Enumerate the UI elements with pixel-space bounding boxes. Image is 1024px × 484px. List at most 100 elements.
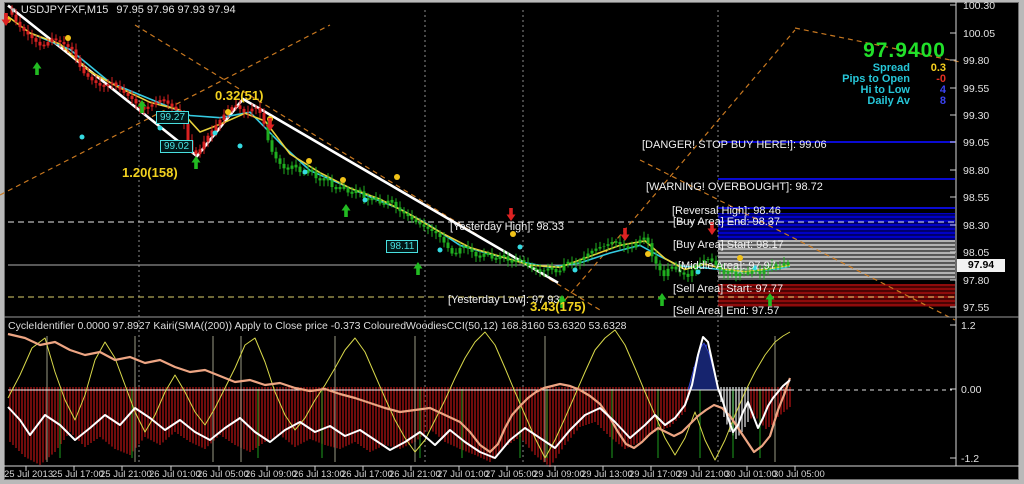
chart-annotation: [Middle Area]: 97.97	[678, 260, 776, 272]
time-axis-label: 26 Jul 01:00	[149, 469, 201, 480]
indicator-header: CycleIdentifier 0.0000 97.8927 Kairi(SMA…	[8, 320, 627, 332]
info-row-hi-to-low: Hi to Low 4	[842, 84, 947, 96]
buy-arrow-icon	[765, 293, 775, 306]
y-axis-tick-label: 98.30	[963, 220, 990, 232]
sell-area-zone	[718, 284, 955, 307]
time-axis-label: 29 Jul 21:00	[677, 469, 729, 480]
time-axis-label: 26 Jul 13:00	[293, 469, 345, 480]
buy-arrow-icon	[32, 62, 42, 75]
y-axis-tick-label: 98.80	[963, 165, 990, 177]
buy-arrow-icon	[341, 204, 351, 217]
time-axis-label: 26 Jul 09:00	[245, 469, 297, 480]
y-axis-tick-label: 98.05	[963, 247, 990, 259]
signal-dot-cyan	[437, 247, 443, 253]
signal-dot-yellow	[65, 35, 71, 41]
signal-dot-cyan	[517, 244, 523, 250]
sell-arrow-icon	[1, 13, 11, 26]
signal-dot-cyan	[79, 134, 85, 140]
sell-arrow-icon	[620, 228, 630, 241]
info-row-spread: Spread 0.3	[842, 62, 946, 74]
chart-annotation: [Yesterday High]: 98.33	[450, 221, 564, 233]
pip-distance-label: 3.43(175)	[530, 299, 586, 314]
chart-annotation: [Yesterday Low]: 97.93	[448, 294, 560, 306]
indicator-scale-label: -1.2	[961, 453, 980, 465]
time-axis-label: 27 Jul 01:00	[437, 469, 489, 480]
info-row-value: 0.3	[930, 62, 946, 74]
signal-dot-cyan	[302, 169, 308, 175]
signal-dot-cyan	[695, 269, 701, 275]
y-axis-tick-label: 99.55	[963, 83, 990, 95]
time-axis-label: 25 Jul 21:00	[100, 469, 152, 480]
signal-dot-yellow	[306, 158, 312, 164]
signal-dot-yellow	[394, 174, 400, 180]
indicator-scale-label: 1.2	[961, 320, 976, 332]
chart-menu-icon[interactable]: ▼	[9, 6, 17, 15]
info-row-daily-av: Daily Av 8	[842, 95, 946, 107]
info-row-label: Daily Av	[867, 95, 910, 107]
current-price-display: 97.9400	[863, 39, 946, 62]
price-tag-label: 99.02	[160, 140, 194, 153]
price-tag-label: 98.11	[386, 240, 419, 253]
buy-arrow-icon	[557, 295, 567, 308]
info-row-pips-to-open: Pips to Open -0	[842, 73, 946, 85]
buy-arrow-icon	[413, 262, 423, 275]
signal-dot-yellow	[510, 231, 516, 237]
time-axis-label: 29 Jul 13:00	[581, 469, 633, 480]
y-axis-tick-label: 99.80	[963, 55, 990, 67]
buy-arrow-icon	[137, 100, 147, 113]
info-row-value: 4	[939, 84, 946, 96]
pip-distance-label: 0.32(51)	[215, 88, 264, 103]
chart-annotation: [Sell Area] Start: 97.77	[673, 283, 784, 295]
info-row-label: Spread	[872, 62, 910, 74]
price-bars	[10, 5, 790, 283]
chart-annotation: [Buy Area] Start: 98.17	[673, 239, 784, 251]
time-axis-label: 26 Jul 21:00	[389, 469, 441, 480]
signal-dot-cyan	[212, 130, 218, 136]
y-axis-tick-label: 97.80	[963, 275, 990, 287]
buy-arrow-icon	[657, 293, 667, 306]
time-axis-label: 29 Jul 09:00	[533, 469, 585, 480]
buy-arrow-icon	[191, 156, 201, 169]
y-axis-tick-label: 100.30	[963, 0, 996, 12]
signal-dot-cyan	[572, 267, 578, 273]
info-row-label: Pips to Open	[842, 73, 910, 85]
signal-dot-yellow	[737, 255, 743, 261]
chart-title: ▼ USDJPYFXF,M15 97.95 97.96 97.93 97.94	[9, 4, 236, 16]
cci-histogram	[9, 344, 791, 467]
time-axis-label: 26 Jul 05:00	[197, 469, 249, 480]
current-price-tag: 97.94	[957, 259, 1005, 272]
signal-dot-yellow	[645, 251, 651, 257]
time-axis-label: 25 Jul 17:00	[52, 469, 104, 480]
info-row-value: 8	[939, 95, 946, 107]
signal-dot-cyan	[752, 265, 758, 271]
chart-annotation: [Sell Area] End: 97.57	[673, 305, 780, 317]
info-panel: 97.9400 Spread 0.3 Pips to Open -0 Hi to Low…	[842, 39, 947, 107]
slow-ma-line	[29, 32, 791, 273]
chart-annotation: [Buy Area] End: 98.37	[673, 216, 781, 228]
signal-dot-cyan	[362, 197, 368, 203]
info-row-value: -0	[936, 73, 946, 85]
cci-line	[7, 336, 791, 459]
pip-distance-label: 1.20(158)	[122, 165, 178, 180]
y-axis-tick-label: 98.55	[963, 192, 990, 204]
sell-arrow-icon	[506, 208, 516, 221]
time-axis-label: 30 Jul 01:00	[725, 469, 777, 480]
y-axis-tick-label: 97.55	[963, 302, 990, 314]
indicator-scale-label: 0.00	[961, 384, 982, 396]
signal-dot-cyan	[157, 125, 163, 131]
price-tag-label: 99.27	[156, 111, 190, 124]
signal-dot-yellow	[225, 109, 231, 115]
time-axis-label: 29 Jul 17:00	[629, 469, 681, 480]
signal-dot-cyan	[237, 143, 243, 149]
time-axis-label: 26 Jul 17:00	[341, 469, 393, 480]
fast-ma-line	[7, 15, 791, 273]
chart-annotation: [WARNING! OVERBOUGHT]: 98.72	[646, 181, 823, 193]
y-axis-tick-label: 99.05	[963, 137, 990, 149]
info-panel-rows: Spread 0.3 Pips to Open -0 Hi to Low 4 Daily A…	[842, 62, 947, 107]
symbol-timeframe: USDJPYFXF,M15	[20, 4, 109, 16]
chart-annotation: [DANGER! STOP BUY HERE!]: 99.06	[642, 139, 827, 151]
info-row-label: Hi to Low	[860, 84, 911, 96]
time-axis-label: 27 Jul 05:00	[485, 469, 537, 480]
sell-arrow-icon	[265, 118, 275, 131]
